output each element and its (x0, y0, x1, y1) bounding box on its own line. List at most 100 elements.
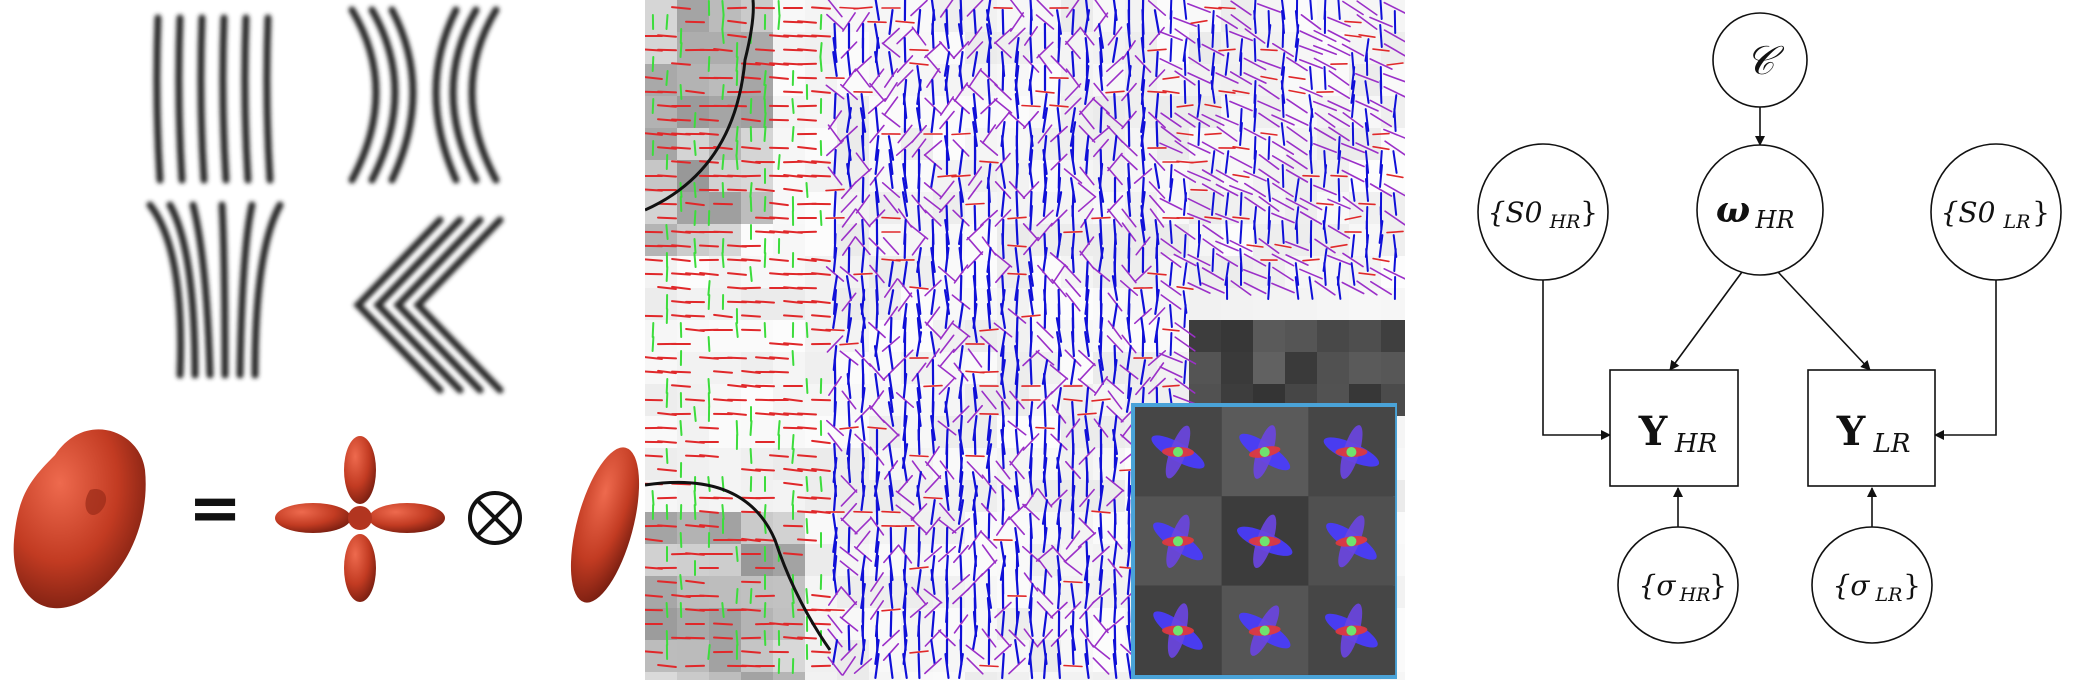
orientation-stick (917, 428, 921, 456)
equals-operator: = (188, 472, 242, 546)
orientation-stick (853, 6, 873, 10)
orientation-stick (1001, 498, 1005, 526)
background-voxel (965, 256, 997, 288)
background-voxel (741, 0, 773, 32)
orientation-stick (1084, 317, 1090, 343)
orientation-stick (1056, 526, 1062, 554)
orientation-stick (645, 132, 663, 136)
orientation-stick (1386, 173, 1404, 179)
orientation-stick (860, 415, 866, 441)
orientation-stick (1351, 94, 1355, 118)
orientation-stick (777, 14, 781, 30)
orientation-stick (1326, 254, 1352, 266)
orientation-stick (699, 524, 719, 528)
orientation-stick (952, 587, 970, 605)
orientation-stick (1063, 398, 1083, 402)
orientation-stick (1314, 238, 1336, 254)
orientation-stick (1091, 644, 1111, 660)
orientation-stick (671, 272, 691, 276)
orientation-stick (847, 302, 851, 330)
orientation-stick (860, 554, 866, 582)
orientation-stick (1330, 174, 1348, 178)
orientation-stick (1036, 601, 1054, 619)
background-voxel (709, 352, 741, 384)
orientation-stick (923, 154, 943, 170)
orientation-stick (811, 174, 831, 178)
orientation-stick (937, 364, 957, 380)
background-voxel (901, 672, 933, 680)
orientation-stick (1064, 545, 1082, 563)
background-voxel (677, 64, 709, 96)
orientation-stick (839, 546, 859, 562)
orientation-stick (897, 124, 913, 144)
orientation-stick (713, 622, 733, 626)
background-voxel (1061, 160, 1093, 192)
orientation-stick (1071, 512, 1075, 540)
orientation-stick (938, 377, 956, 395)
orientation-stick (882, 642, 900, 662)
orientation-stick (665, 448, 669, 464)
orientation-stick (1036, 41, 1054, 59)
orientation-stick (1099, 106, 1103, 134)
orientation-stick (903, 400, 907, 428)
orientation-stick (679, 574, 683, 590)
orientation-stick (839, 350, 859, 366)
orientation-stick (874, 50, 880, 78)
orientation-stick (1105, 377, 1125, 395)
orientation-stick (1065, 530, 1081, 550)
orientation-stick (966, 404, 984, 424)
background-voxel (741, 224, 773, 256)
orientation-stick (1274, 243, 1292, 249)
orientation-stick (966, 461, 984, 479)
background-voxel (709, 96, 741, 128)
orientation-stick (651, 322, 655, 338)
orientation-stick (1243, 182, 1267, 198)
orientation-stick (1120, 153, 1138, 171)
orientation-stick (1271, 253, 1295, 267)
orientation-stick (959, 456, 963, 484)
orientation-stick (1001, 652, 1005, 680)
orientation-stick (1342, 196, 1364, 212)
orientation-stick (1327, 29, 1351, 43)
orientation-stick (699, 594, 719, 598)
orientation-stick (944, 78, 950, 106)
orientation-stick (902, 610, 908, 638)
orientation-stick (827, 110, 843, 130)
orientation-stick (1313, 184, 1337, 196)
orientation-stick (881, 510, 901, 514)
orientation-stick (1323, 66, 1327, 90)
orientation-stick (930, 526, 936, 554)
orientation-stick (968, 68, 982, 88)
orientation-stick (882, 27, 900, 45)
orientation-stick (939, 460, 955, 480)
orientation-stick (1140, 106, 1146, 133)
orientation-stick (966, 657, 984, 675)
background-voxel (1381, 352, 1405, 384)
orientation-stick (1022, 181, 1040, 199)
orientation-stick (1042, 568, 1048, 596)
orientation-stick (1299, 268, 1323, 280)
orientation-stick (999, 555, 1007, 581)
orientation-stick (1341, 43, 1365, 57)
orientation-stick (1043, 442, 1047, 470)
orientation-stick (1256, 3, 1282, 13)
orientation-stick (833, 288, 837, 316)
orientation-stick (1105, 616, 1125, 632)
orientation-stick (1141, 148, 1145, 176)
orientation-stick (1355, 100, 1379, 112)
orientation-stick (1035, 546, 1055, 562)
orientation-stick (657, 468, 677, 472)
background-voxel (773, 256, 805, 288)
orientation-stick (1140, 219, 1146, 245)
orientation-stick (1126, 191, 1132, 217)
orientation-stick (968, 530, 982, 550)
orientation-stick (1295, 220, 1299, 244)
orientation-stick (1294, 276, 1300, 300)
orientation-stick (967, 180, 983, 200)
orientation-stick (1028, 289, 1034, 315)
orientation-stick (1036, 0, 1054, 17)
orientation-stick (665, 70, 669, 86)
orientation-stick (916, 373, 922, 399)
orientation-stick (901, 191, 909, 217)
orientation-stick (721, 182, 725, 198)
